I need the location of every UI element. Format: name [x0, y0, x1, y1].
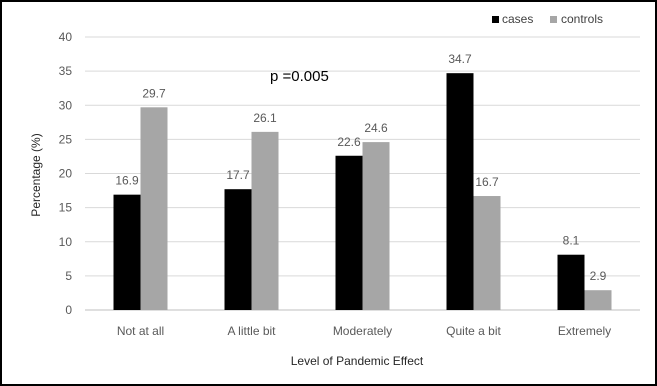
y-tick-label: 30 — [59, 98, 73, 112]
x-tick-label: A little bit — [227, 324, 276, 338]
data-label-cases: 34.7 — [448, 52, 472, 66]
y-tick-label: 20 — [59, 167, 73, 181]
y-tick-label: 0 — [65, 303, 72, 317]
bar-controls — [140, 107, 168, 310]
bar-cases — [224, 189, 252, 310]
bar-cases — [557, 254, 585, 310]
y-tick-label: 15 — [59, 201, 73, 215]
p-value-annotation: p =0.005 — [270, 68, 329, 85]
legend: cases controls — [492, 12, 603, 26]
x-tick-label: Not at all — [117, 324, 164, 338]
legend-swatch-cases — [492, 16, 499, 23]
bar-cases — [335, 155, 363, 310]
legend-label-controls: controls — [561, 12, 603, 26]
data-label-controls: 26.1 — [253, 111, 277, 125]
data-label-controls: 2.9 — [590, 269, 607, 283]
bars — [113, 73, 612, 310]
data-label-controls: 24.6 — [364, 121, 388, 135]
bar-cases — [113, 194, 141, 310]
gridlines — [85, 36, 640, 311]
x-tick-label: Extremely — [558, 324, 611, 338]
legend-label-cases: cases — [502, 12, 533, 26]
y-axis-title: Percentage (%) — [29, 133, 43, 216]
data-label-cases: 22.6 — [337, 135, 361, 149]
legend-swatch-controls — [550, 16, 557, 23]
data-label-cases: 8.1 — [563, 234, 580, 248]
y-tick-label: 5 — [65, 269, 72, 283]
bar-controls — [473, 196, 501, 310]
bar-controls — [362, 142, 390, 310]
x-axis-title: Level of Pandemic Effect — [291, 354, 424, 368]
x-axis-ticks: Not at all A little bit Moderately Quite a … — [117, 324, 611, 338]
bar-controls — [251, 131, 279, 310]
y-tick-label: 40 — [59, 30, 73, 44]
bar-controls — [584, 290, 612, 310]
y-axis-ticks: 0 5 10 15 20 25 30 35 40 — [59, 30, 73, 317]
y-tick-label: 25 — [59, 132, 73, 146]
y-tick-label: 35 — [59, 64, 73, 78]
data-label-cases: 17.7 — [226, 168, 250, 182]
y-tick-label: 10 — [59, 235, 73, 249]
bar-cases — [446, 73, 474, 310]
x-tick-label: Moderately — [333, 324, 392, 338]
data-label-cases: 16.9 — [115, 174, 139, 188]
bar-labels: 16.9 29.7 17.7 26.1 22.624.6 34.7 16.7 8.1 2.9 — [115, 52, 606, 283]
data-label-controls: 29.7 — [142, 86, 166, 100]
data-label-controls: 16.7 — [475, 175, 499, 189]
x-tick-label: Quite a bit — [446, 324, 501, 338]
